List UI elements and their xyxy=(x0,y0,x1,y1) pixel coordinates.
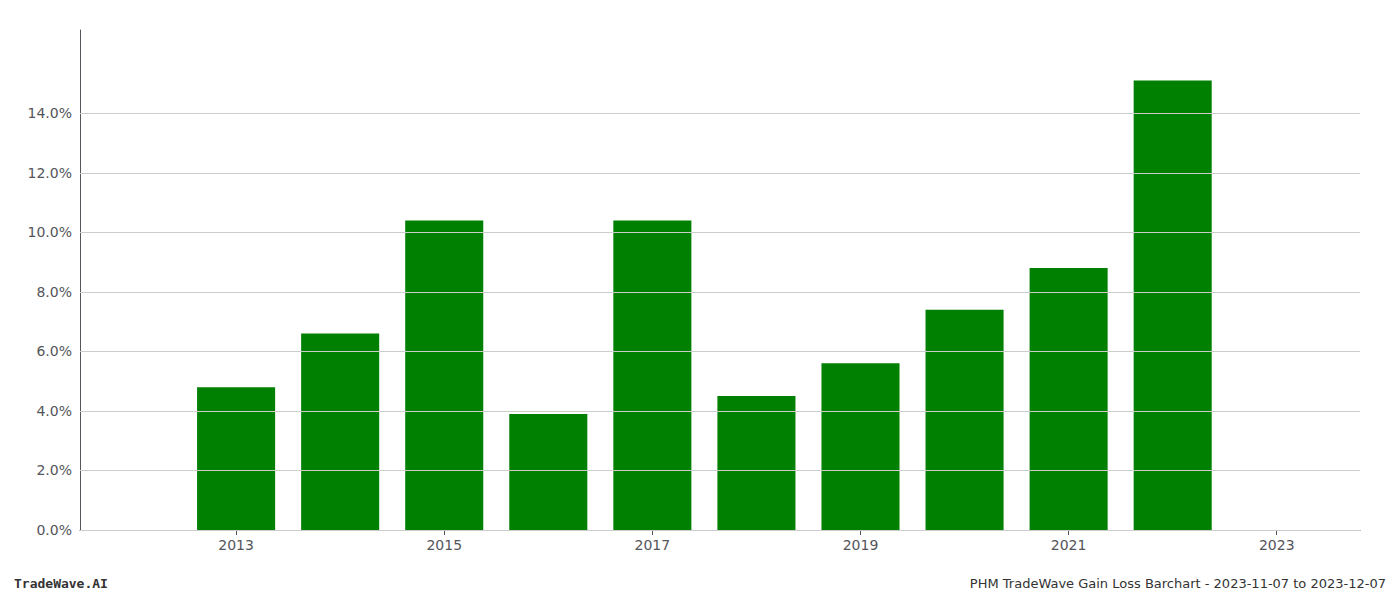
svg-text:12.0%: 12.0% xyxy=(28,165,72,181)
svg-text:14.0%: 14.0% xyxy=(28,105,72,121)
svg-text:2.0%: 2.0% xyxy=(36,462,72,478)
svg-text:8.0%: 8.0% xyxy=(36,284,72,300)
svg-text:PHM TradeWave Gain Loss Barcha: PHM TradeWave Gain Loss Barchart - 2023-… xyxy=(970,576,1386,591)
svg-text:TradeWave.AI: TradeWave.AI xyxy=(14,576,108,591)
svg-text:6.0%: 6.0% xyxy=(36,343,72,359)
svg-text:2023: 2023 xyxy=(1259,537,1295,553)
svg-text:2013: 2013 xyxy=(218,537,254,553)
svg-text:2021: 2021 xyxy=(1051,537,1087,553)
svg-text:2017: 2017 xyxy=(635,537,671,553)
svg-text:0.0%: 0.0% xyxy=(36,522,72,538)
svg-text:2015: 2015 xyxy=(426,537,462,553)
svg-text:4.0%: 4.0% xyxy=(36,403,72,419)
svg-text:10.0%: 10.0% xyxy=(28,224,72,240)
svg-text:2019: 2019 xyxy=(843,537,879,553)
